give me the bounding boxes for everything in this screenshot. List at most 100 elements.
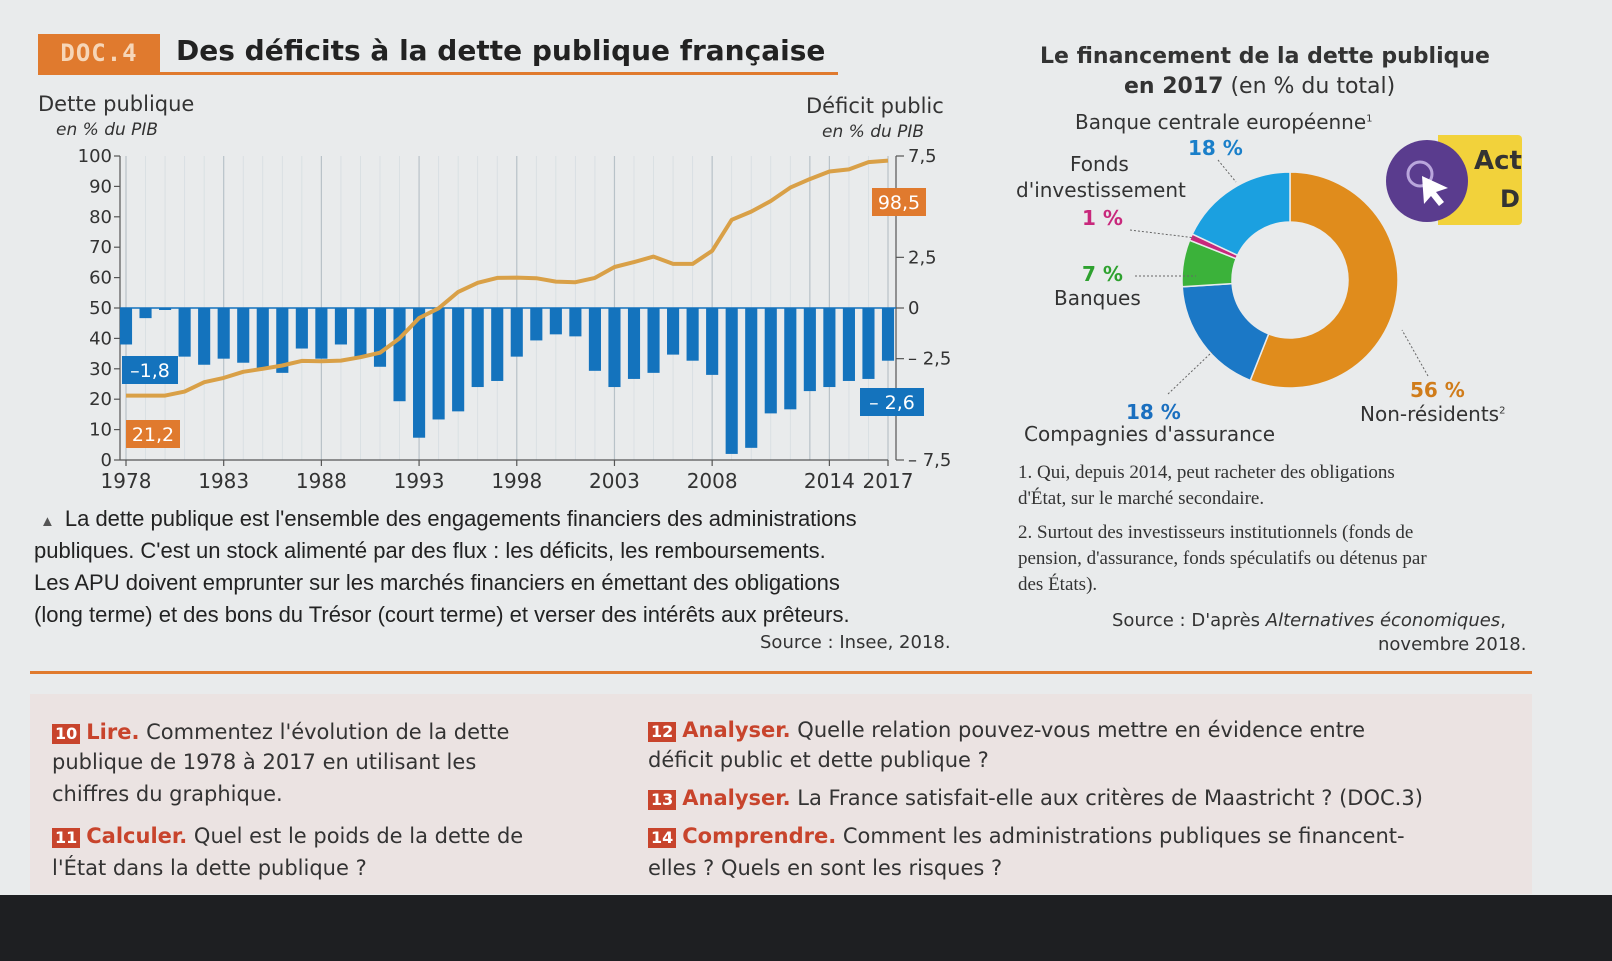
note-2a: 2. Surtout des investisseurs institution… bbox=[1018, 522, 1414, 543]
x-tick-label: 1998 bbox=[491, 469, 542, 493]
left-tick-label: 30 bbox=[89, 359, 112, 380]
deficit-bar bbox=[198, 308, 211, 365]
x-tick-label: 1983 bbox=[198, 469, 249, 493]
note-1b: d'État, sur le marché secondaire. bbox=[1018, 488, 1265, 509]
deficit-bar bbox=[256, 308, 269, 369]
x-tick-label: 1978 bbox=[101, 469, 152, 493]
callout-deficit-end-box bbox=[860, 388, 924, 416]
x-tick-label: 2014 bbox=[804, 469, 855, 493]
label-fonds-2: d'investissement bbox=[1016, 178, 1186, 202]
deficit-bar bbox=[452, 308, 465, 412]
label-fonds-1: Fonds bbox=[1070, 152, 1129, 176]
question-14-line2: elles ? Quels en sont les risques ? bbox=[648, 856, 1003, 880]
right-tick-label: 7,5 bbox=[908, 146, 937, 167]
deficit-bar bbox=[745, 308, 758, 448]
question-11-line1: 11 Calculer. Quel est le poids de la dett… bbox=[52, 824, 523, 848]
donut-title-line2: en 2017 (en % du total) bbox=[1124, 74, 1396, 99]
deficit-bar bbox=[627, 308, 641, 379]
deficit-bar bbox=[237, 308, 250, 363]
financing-donut bbox=[1181, 171, 1399, 389]
cursor-icon[interactable] bbox=[1386, 140, 1468, 222]
deficit-bar bbox=[510, 308, 523, 357]
question-13: 13 Analyser. La France satisfait-elle aux… bbox=[648, 786, 1423, 810]
label-bce-pct: 18 % bbox=[1188, 136, 1243, 160]
x-tick-label: 2003 bbox=[589, 469, 640, 493]
question-14-line1: 14 Comprendre. Comment les administration… bbox=[648, 824, 1405, 848]
screen-bezel bbox=[0, 895, 1612, 961]
label-nonres: Non-résidents2 bbox=[1360, 402, 1506, 426]
left-tick-label: 60 bbox=[89, 268, 112, 289]
donut-slice bbox=[1249, 171, 1399, 389]
callout-debt-start-box bbox=[126, 420, 180, 448]
label-bce: Banque centrale européenne1 bbox=[1075, 110, 1373, 134]
deficit-bar bbox=[549, 308, 562, 335]
y-left-unit: en % du PIB bbox=[56, 120, 159, 140]
deficit-bar bbox=[706, 308, 719, 375]
deficit-bar bbox=[647, 308, 660, 373]
note-1a: 1. Qui, depuis 2014, peut racheter des o… bbox=[1018, 462, 1395, 483]
deficit-bar bbox=[276, 308, 289, 373]
deficit-bar bbox=[862, 308, 875, 379]
textbook-page: DOC.4 Des déficits à la dette publique f… bbox=[0, 0, 1612, 895]
callout-deficit-end: – 2,6 bbox=[869, 392, 915, 414]
note-2b: pension, d'assurance, fonds spéculatifs … bbox=[1018, 548, 1427, 569]
left-tick-label: 90 bbox=[89, 176, 112, 197]
act-label-2: D bbox=[1500, 185, 1520, 213]
deficit-bar bbox=[315, 308, 328, 359]
callout-debt-end: 98,5 bbox=[878, 192, 920, 214]
deficit-bar bbox=[413, 308, 426, 438]
label-assur-pct: 18 % bbox=[1126, 400, 1181, 424]
label-nonres-pct: 56 % bbox=[1410, 378, 1465, 402]
deficit-bar bbox=[569, 308, 582, 337]
chart1-source: Source : Insee, 2018. bbox=[760, 632, 951, 653]
right-tick-label: – 2,5 bbox=[908, 349, 951, 370]
label-assur: Compagnies d'assurance bbox=[1024, 422, 1276, 446]
deficit-bar bbox=[119, 308, 133, 345]
doc-tag: DOC.4 bbox=[38, 34, 160, 72]
question-10-line3: chiffres du graphique. bbox=[52, 782, 283, 806]
donut-title-line1: Le financement de la dette publique bbox=[1040, 44, 1490, 69]
deficit-bar bbox=[784, 308, 797, 410]
left-tick-label: 50 bbox=[89, 298, 112, 319]
caption-line-3: Les APU doivent emprunter sur les marché… bbox=[34, 570, 840, 595]
callout-debt-end-box bbox=[872, 188, 926, 216]
deficit-bar bbox=[881, 308, 895, 361]
right-tick-label: 0 bbox=[908, 298, 919, 319]
deficit-bar bbox=[295, 308, 308, 349]
deficit-bar bbox=[608, 308, 621, 388]
x-tick-label: 1993 bbox=[394, 469, 445, 493]
left-tick-label: 80 bbox=[89, 207, 112, 228]
deficit-bar bbox=[686, 308, 699, 361]
deficit-bar bbox=[803, 308, 816, 392]
title-underline bbox=[38, 72, 838, 75]
deficit-bar bbox=[139, 308, 152, 319]
section-separator bbox=[30, 671, 1532, 674]
donut-slice bbox=[1191, 171, 1291, 257]
left-tick-label: 0 bbox=[101, 450, 112, 471]
deficit-bar bbox=[354, 308, 367, 357]
deficit-bar bbox=[588, 308, 601, 371]
deficit-bar bbox=[764, 308, 777, 414]
label-banques-pct: 7 % bbox=[1082, 262, 1123, 286]
question-10-line1: 10 Lire. Commentez l'évolution de la dett… bbox=[52, 720, 509, 744]
x-tick-label: 2008 bbox=[687, 469, 738, 493]
label-fonds-pct: 1 % bbox=[1082, 206, 1123, 230]
deficit-bar bbox=[823, 308, 836, 388]
deficit-bar bbox=[159, 308, 172, 310]
deficit-bar bbox=[491, 308, 504, 381]
callout-deficit-start: –1,8 bbox=[130, 360, 170, 382]
caption-line-1: ▲ La dette publique est l'ensemble des en… bbox=[40, 506, 857, 531]
deficit-bar bbox=[334, 308, 347, 345]
right-tick-label: 2,5 bbox=[908, 247, 937, 268]
question-12-line2: déficit public et dette publique ? bbox=[648, 748, 989, 772]
label-banques: Banques bbox=[1054, 286, 1141, 310]
debt-line bbox=[126, 158, 889, 398]
question-11-line2: l'État dans la dette publique ? bbox=[52, 856, 367, 880]
y-right-unit: en % du PIB bbox=[822, 122, 925, 142]
callout-debt-start: 21,2 bbox=[132, 424, 174, 446]
x-tick-label: 2017 bbox=[863, 469, 914, 493]
deficit-bar bbox=[178, 308, 191, 357]
caption-line-2: publiques. C'est un stock alimenté par d… bbox=[34, 538, 826, 563]
deficit-bar bbox=[725, 308, 738, 454]
deficit-bar bbox=[432, 308, 445, 420]
